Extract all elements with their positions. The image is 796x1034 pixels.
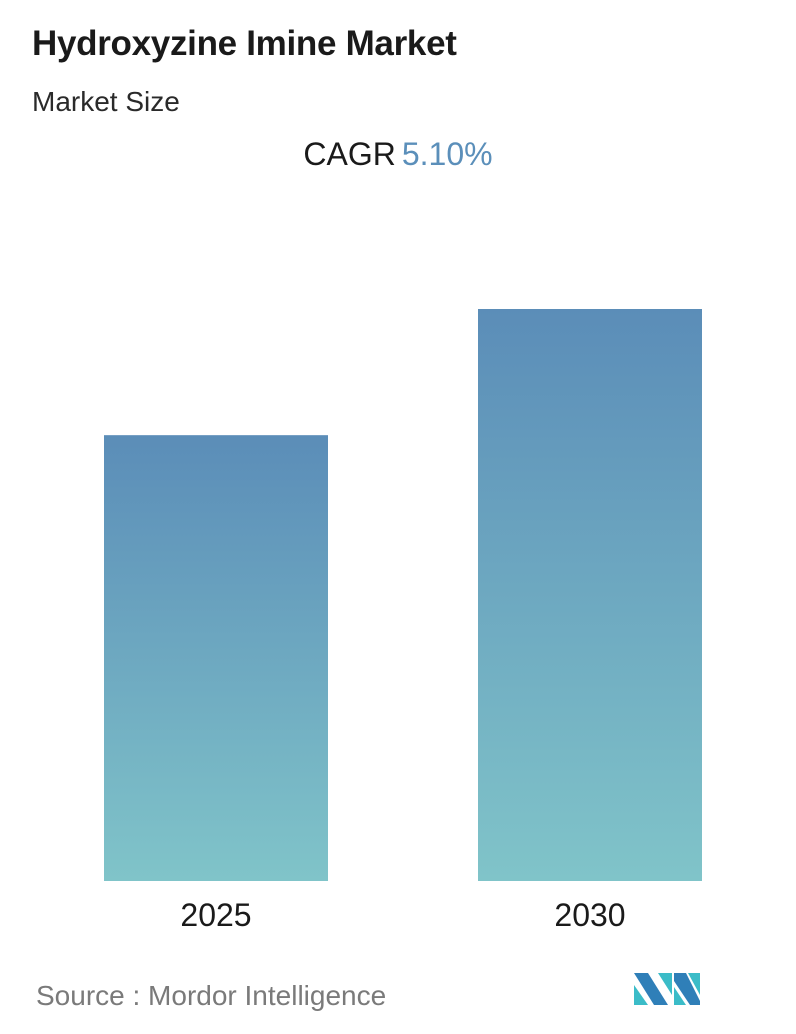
cagr-text: CAGR [303,136,396,172]
cagr-label: CAGR 5.10% [0,136,796,173]
x-tick-label: 2030 [554,897,625,933]
cagr-value: 5.10% [401,136,493,172]
x-tick-label: 2025 [180,897,251,933]
chart-title: Hydroxyzine Imine Market [32,24,457,63]
source-text: Source : Mordor Intelligence [36,980,387,1011]
mordor-logo [634,973,700,1005]
bar-2025 [104,435,328,881]
chart-subtitle: Market Size [32,86,180,117]
bar-2030 [478,309,702,881]
